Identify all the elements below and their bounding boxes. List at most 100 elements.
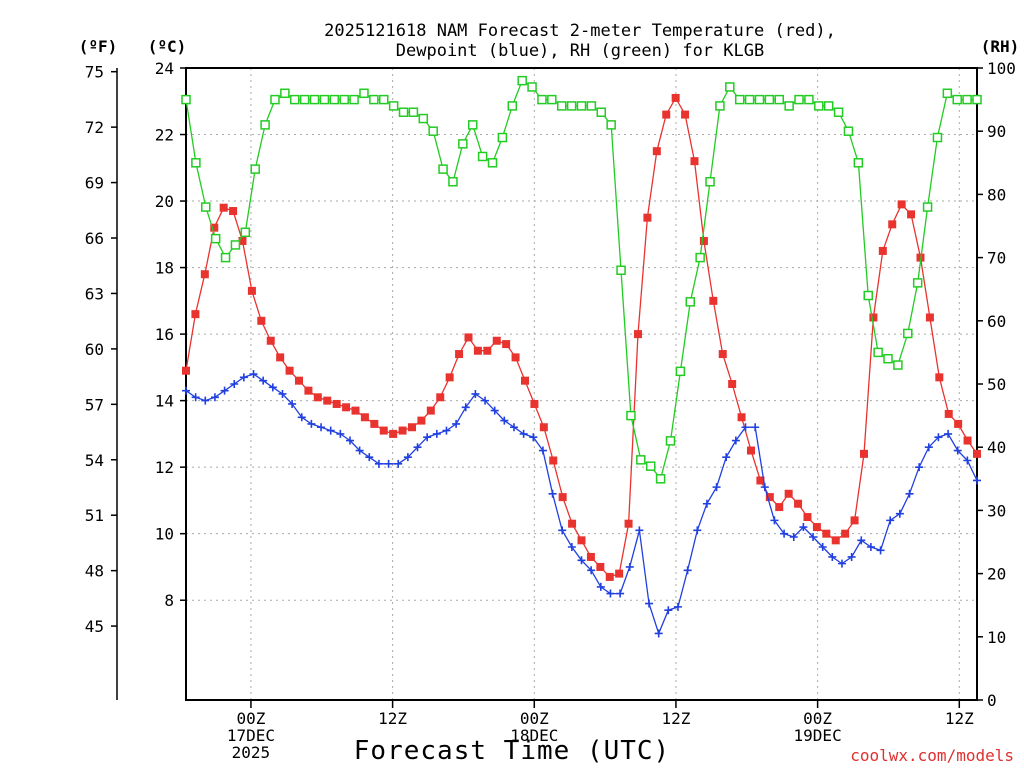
fahrenheit-tick-label: 54	[85, 451, 104, 470]
fahrenheit-tick-label: 72	[85, 118, 104, 137]
rh-point	[725, 82, 735, 92]
temperature-point	[238, 236, 247, 245]
rh-tick-label: 30	[987, 501, 1006, 520]
rh-point	[626, 410, 636, 421]
dewpoint-point	[837, 559, 846, 568]
rh-point	[359, 88, 369, 99]
temperature-point	[624, 519, 633, 528]
dewpoint-point	[307, 419, 316, 428]
temperature-point	[869, 313, 878, 322]
fahrenheit-tick-label: 63	[85, 284, 104, 303]
x-tick-label-line1: 12Z	[945, 709, 974, 728]
rh-point	[477, 151, 488, 162]
rh-point	[616, 265, 626, 275]
temperature-point	[276, 353, 285, 362]
temperature-point	[907, 210, 916, 219]
rh-point	[784, 101, 794, 111]
rh-point	[418, 113, 429, 124]
dewpoint-point	[712, 483, 721, 492]
dewpoint-point	[558, 526, 567, 535]
dewpoint-point	[770, 516, 779, 525]
rh-tick-label: 0	[987, 691, 997, 710]
dewpoint-point	[268, 383, 277, 392]
rh-point	[655, 474, 666, 484]
temperature-point	[389, 429, 398, 438]
dewpoint-point	[500, 416, 509, 425]
rh-point	[428, 126, 438, 136]
temperature-point	[426, 406, 435, 415]
temperature-point	[746, 446, 755, 455]
rh-point	[665, 436, 676, 446]
dewpoint-point	[239, 373, 248, 382]
rh-point	[645, 461, 656, 471]
dewpoint-point	[452, 419, 461, 428]
temperature-point	[247, 286, 256, 295]
temperature-point	[568, 519, 577, 528]
rh-tick-label: 10	[987, 628, 1006, 647]
rh-point	[823, 101, 834, 111]
rh-point	[843, 126, 854, 136]
dewpoint-point	[191, 393, 200, 402]
rh-point	[497, 132, 508, 143]
temperature-point	[502, 340, 511, 349]
dewpoint-point	[625, 562, 634, 571]
rh-point	[398, 107, 409, 117]
rh-point	[675, 366, 686, 377]
dewpoint-point	[471, 389, 480, 398]
dewpoint-point	[866, 542, 875, 551]
rh-point	[695, 252, 705, 263]
rh-point	[962, 94, 972, 105]
rh-point	[270, 94, 280, 105]
temperature-point	[483, 346, 492, 355]
dewpoint-point	[973, 476, 982, 485]
dewpoint-point	[780, 529, 789, 538]
dewpoint-point	[374, 459, 383, 468]
dewpoint-point	[799, 523, 808, 532]
temperature-point	[511, 353, 520, 362]
rh-point	[349, 94, 359, 105]
temperature-point	[859, 449, 868, 458]
rh-point	[309, 94, 320, 105]
rh-unit-label: (RH)	[981, 37, 1020, 56]
temperature-point	[379, 426, 388, 435]
rh-point	[458, 139, 468, 149]
dewpoint-point	[934, 433, 943, 442]
rh-point	[873, 347, 883, 358]
dewpoint-point	[220, 386, 229, 395]
dewpoint-point	[606, 589, 615, 598]
temperature-point	[285, 366, 294, 375]
dewpoint-point	[587, 566, 596, 575]
dewpoint-point	[345, 436, 354, 445]
rh-point	[230, 240, 241, 250]
celsius-tick-label: 10	[155, 525, 174, 544]
celsius-tick-label: 18	[155, 259, 174, 278]
dewpoint-point	[567, 542, 576, 551]
temperature-point	[558, 493, 567, 502]
rh-point	[329, 94, 340, 105]
dewpoint-point	[847, 552, 856, 561]
dewpoint-point	[924, 443, 933, 452]
rh-tick-label: 40	[987, 438, 1006, 457]
temperature-point	[652, 147, 661, 156]
rh-point	[596, 107, 607, 117]
x-tick-label-line1: 00Z	[236, 709, 265, 728]
rh-point	[467, 120, 478, 130]
temperature-point	[229, 207, 238, 216]
dewpoint-point	[182, 386, 190, 395]
rh-point	[922, 202, 933, 212]
dewpoint-point	[886, 516, 895, 525]
rh-point	[744, 94, 755, 105]
rh-point	[972, 94, 982, 105]
temperature-point	[944, 409, 953, 418]
rh-point	[527, 82, 537, 92]
rh-point	[685, 297, 696, 307]
rh-point	[250, 164, 260, 174]
rh-point	[576, 101, 587, 111]
rh-point	[210, 233, 221, 244]
dewpoint-point	[481, 396, 490, 405]
rh-point	[438, 164, 448, 174]
series-dewpoint	[182, 370, 982, 638]
plot-frame	[185, 67, 978, 701]
rh-point	[606, 120, 616, 130]
